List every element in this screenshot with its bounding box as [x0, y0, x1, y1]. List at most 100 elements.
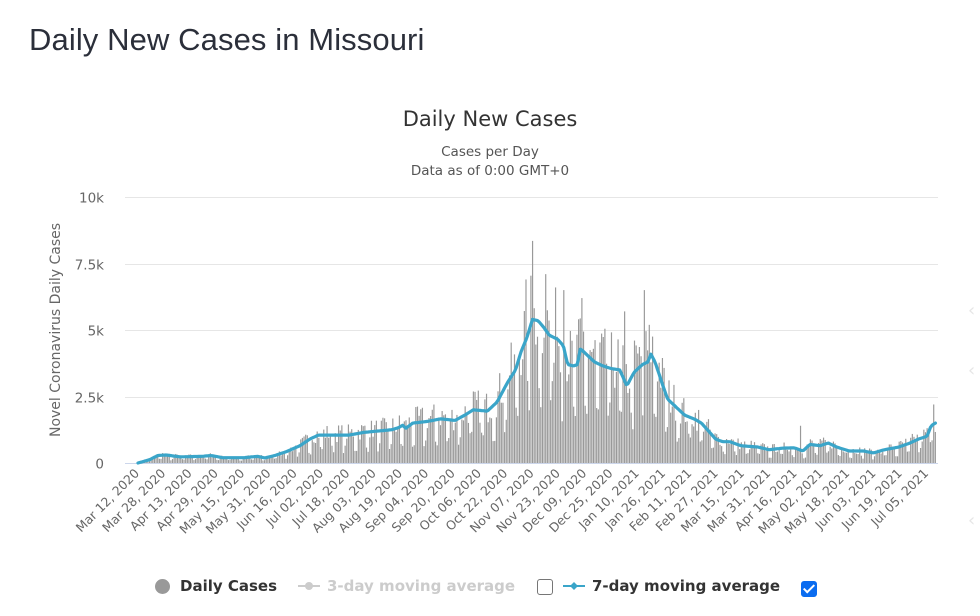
daily-case-bar	[259, 455, 261, 463]
daily-case-bar	[244, 456, 246, 463]
legend-item-ma7[interactable]: 7-day moving average	[563, 574, 780, 598]
daily-case-bar	[678, 438, 680, 463]
daily-case-bar	[801, 453, 803, 463]
daily-case-bar	[822, 437, 825, 463]
daily-case-bar	[808, 444, 810, 463]
daily-case-bar	[901, 442, 904, 463]
daily-case-bar	[559, 372, 562, 463]
daily-case-bar	[198, 457, 200, 463]
daily-case-bar	[668, 380, 670, 463]
daily-case-bar	[903, 443, 905, 463]
daily-case-bar	[839, 456, 841, 463]
daily-case-bar	[563, 290, 565, 463]
daily-case-bar	[893, 447, 895, 463]
daily-case-bar	[240, 460, 243, 463]
daily-case-bar	[773, 443, 775, 463]
daily-case-bar	[502, 402, 504, 463]
ma7-checkbox[interactable]	[801, 581, 817, 597]
daily-case-bar	[837, 455, 839, 463]
daily-case-bar	[533, 308, 535, 463]
daily-case-bar	[776, 451, 779, 463]
daily-case-bar	[227, 460, 230, 463]
daily-case-bar	[296, 456, 299, 463]
daily-case-bar	[651, 336, 654, 463]
daily-case-bar	[232, 458, 234, 463]
daily-case-bar	[924, 432, 927, 463]
daily-case-bar	[364, 425, 366, 463]
daily-case-bar	[175, 453, 177, 463]
daily-case-bar	[673, 384, 675, 463]
daily-case-bar	[158, 458, 160, 463]
edge-chevron-icon: ‹	[968, 360, 976, 381]
legend-item-daily-cases[interactable]: Daily Cases	[155, 574, 277, 598]
daily-case-bar	[426, 428, 428, 463]
daily-case-bar	[365, 447, 368, 463]
daily-case-bar	[203, 456, 205, 463]
daily-case-bar	[528, 410, 530, 463]
daily-case-bar	[706, 421, 708, 463]
daily-case-bar	[550, 400, 552, 463]
daily-case-bar	[730, 439, 733, 463]
daily-case-bar	[650, 362, 652, 463]
daily-case-bar	[722, 451, 724, 463]
daily-case-bar	[569, 330, 571, 463]
ma3-checkbox[interactable]	[537, 579, 553, 595]
daily-case-bar	[430, 416, 432, 463]
daily-case-bar	[265, 458, 267, 463]
daily-case-bar	[834, 443, 836, 463]
daily-case-bar	[267, 456, 269, 463]
daily-case-bar	[357, 429, 359, 463]
daily-case-bar	[859, 447, 861, 463]
daily-case-bar	[635, 345, 637, 463]
daily-case-bar	[814, 452, 816, 463]
daily-case-bar	[344, 445, 346, 463]
daily-case-bar	[666, 427, 668, 463]
daily-case-bar	[609, 402, 611, 463]
daily-case-bar	[308, 452, 310, 463]
daily-case-bar	[709, 429, 711, 463]
daily-case-bar	[270, 456, 272, 463]
daily-case-bar	[597, 409, 599, 463]
daily-case-bar	[209, 453, 211, 463]
daily-case-bar	[319, 447, 322, 463]
daily-case-bar	[873, 456, 876, 463]
daily-case-bar	[431, 409, 433, 463]
daily-case-bar	[574, 415, 576, 463]
daily-case-bar	[632, 429, 634, 463]
daily-case-bar	[541, 353, 544, 463]
daily-case-bar	[222, 458, 225, 463]
edge-chevron-icon: ‹	[968, 300, 976, 321]
daily-case-bar	[809, 439, 811, 463]
daily-case-bar	[926, 428, 928, 463]
daily-case-bar	[347, 424, 350, 463]
daily-case-bar	[311, 440, 313, 463]
daily-case-bar	[890, 444, 892, 463]
daily-case-bar	[316, 431, 318, 463]
daily-case-bar	[845, 452, 848, 463]
daily-case-bar	[513, 354, 516, 463]
daily-case-bar	[811, 440, 813, 463]
daily-case-bar	[745, 453, 747, 463]
daily-case-bar	[832, 441, 835, 463]
daily-case-bar	[170, 460, 172, 463]
daily-case-bar	[231, 457, 233, 463]
daily-case-bar	[428, 418, 430, 463]
daily-case-bar	[326, 426, 328, 463]
daily-case-bar	[438, 417, 440, 463]
daily-case-bar	[877, 449, 879, 463]
daily-case-bar	[323, 429, 325, 463]
daily-case-bar	[813, 443, 815, 463]
daily-case-bar	[538, 388, 540, 463]
daily-case-bar	[665, 431, 667, 463]
daily-case-bar	[931, 440, 933, 463]
daily-case-bar	[204, 458, 206, 463]
daily-case-bar	[744, 441, 746, 463]
daily-case-bar	[150, 458, 152, 463]
daily-case-bar	[530, 275, 532, 463]
daily-case-bar	[278, 451, 280, 463]
daily-case-bar	[740, 442, 742, 463]
daily-case-bar	[390, 444, 392, 463]
legend-item-ma3[interactable]: 3-day moving average	[298, 574, 515, 598]
daily-case-bar	[712, 447, 714, 463]
daily-case-bar	[393, 428, 396, 463]
